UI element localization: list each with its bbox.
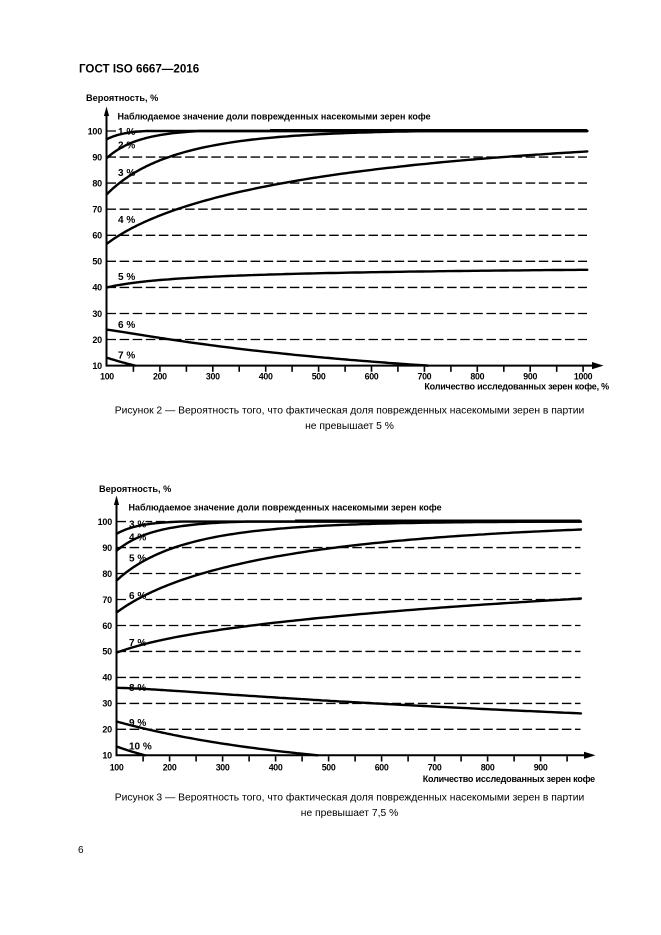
- svg-text:Наблюдаемое значение доли повр: Наблюдаемое значение доли поврежденных н…: [118, 112, 431, 122]
- svg-text:60: 60: [102, 621, 112, 631]
- svg-text:100: 100: [100, 371, 114, 381]
- svg-text:10: 10: [92, 361, 102, 371]
- svg-text:50: 50: [102, 647, 112, 657]
- svg-text:10: 10: [102, 751, 112, 761]
- svg-text:60: 60: [92, 231, 102, 241]
- svg-text:900: 900: [523, 371, 537, 381]
- svg-text:8 %: 8 %: [129, 683, 146, 694]
- svg-text:800: 800: [481, 763, 495, 773]
- svg-text:80: 80: [92, 178, 102, 188]
- svg-text:100: 100: [88, 126, 103, 136]
- svg-text:3 %: 3 %: [129, 520, 146, 531]
- svg-text:30: 30: [92, 309, 102, 319]
- svg-text:100: 100: [110, 763, 124, 773]
- svg-text:900: 900: [534, 763, 548, 773]
- svg-text:200: 200: [153, 371, 167, 381]
- svg-text:10 %: 10 %: [129, 742, 152, 753]
- svg-text:1000: 1000: [574, 371, 593, 381]
- svg-text:700: 700: [418, 371, 432, 381]
- svg-text:Наблюдаемое значение доли повр: Наблюдаемое значение доли поврежденных н…: [129, 503, 442, 513]
- svg-text:5 %: 5 %: [129, 554, 146, 565]
- svg-text:400: 400: [269, 763, 283, 773]
- svg-text:Вероятность, %: Вероятность, %: [99, 484, 171, 494]
- svg-text:ГОСТ ISO 6667—2016: ГОСТ ISO 6667—2016: [79, 63, 200, 76]
- svg-text:80: 80: [102, 569, 112, 579]
- svg-text:Количество исследованных зерен: Количество исследованных зерен кофе, %: [424, 382, 609, 392]
- svg-text:90: 90: [102, 543, 112, 553]
- svg-text:700: 700: [428, 763, 442, 773]
- svg-text:не превышает 5 %: не превышает 5 %: [305, 421, 394, 432]
- svg-text:400: 400: [259, 371, 273, 381]
- svg-text:Вероятность, %: Вероятность, %: [86, 93, 158, 103]
- svg-text:1 %: 1 %: [118, 127, 135, 138]
- svg-text:7 %: 7 %: [118, 350, 135, 361]
- svg-text:не превышает 7,5 %: не превышает 7,5 %: [301, 808, 398, 819]
- svg-text:6 %: 6 %: [118, 320, 135, 331]
- svg-text:20: 20: [92, 335, 102, 345]
- svg-text:40: 40: [102, 673, 112, 683]
- svg-text:40: 40: [92, 283, 102, 293]
- svg-text:4 %: 4 %: [129, 533, 146, 544]
- svg-text:6 %: 6 %: [129, 591, 146, 602]
- svg-text:6: 6: [78, 845, 84, 856]
- svg-text:200: 200: [163, 763, 177, 773]
- svg-text:30: 30: [102, 699, 112, 709]
- svg-text:600: 600: [375, 763, 389, 773]
- svg-text:50: 50: [92, 257, 102, 267]
- svg-text:Количество исследованных зерен: Количество исследованных зерен кофе: [423, 774, 595, 784]
- svg-text:4 %: 4 %: [118, 215, 135, 226]
- svg-text:9 %: 9 %: [129, 718, 146, 729]
- svg-text:500: 500: [312, 371, 326, 381]
- svg-text:300: 300: [206, 371, 220, 381]
- svg-text:90: 90: [92, 152, 102, 162]
- svg-text:600: 600: [365, 371, 379, 381]
- svg-text:800: 800: [470, 371, 484, 381]
- svg-text:70: 70: [92, 205, 102, 215]
- svg-text:2 %: 2 %: [118, 141, 135, 152]
- svg-text:Рисунок 3 — Вероятность того,: Рисунок 3 — Вероятность того, что фактич…: [115, 792, 585, 804]
- svg-text:Рисунок 2 — Вероятность того,: Рисунок 2 — Вероятность того, что фактич…: [115, 405, 585, 417]
- svg-text:70: 70: [102, 595, 112, 605]
- svg-text:500: 500: [322, 763, 336, 773]
- svg-text:3 %: 3 %: [118, 168, 135, 179]
- svg-text:7 %: 7 %: [129, 638, 146, 649]
- svg-text:300: 300: [216, 763, 230, 773]
- svg-text:100: 100: [98, 517, 113, 527]
- svg-text:5 %: 5 %: [118, 272, 135, 283]
- svg-text:20: 20: [102, 725, 112, 735]
